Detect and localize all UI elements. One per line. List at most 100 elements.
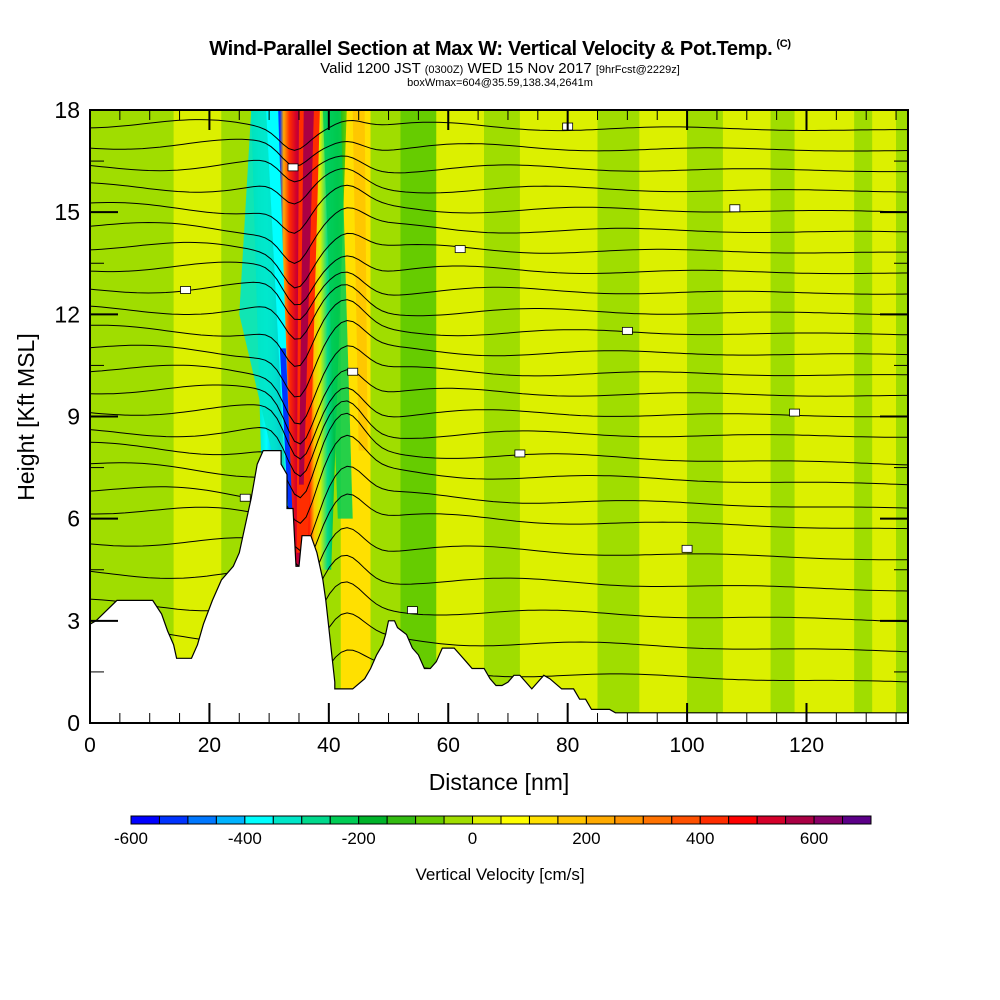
valid-date: WED 15 Nov 2017 — [467, 60, 592, 77]
plot-area — [90, 110, 908, 723]
theta-contour-line — [90, 155, 908, 183]
colorbar-segment — [842, 815, 872, 825]
colorbar-segment — [528, 815, 559, 825]
colorbar-segment — [642, 815, 673, 825]
x-axis-label: Distance [nm] — [429, 769, 570, 795]
velocity-band — [436, 110, 485, 723]
y-axis-label: Height [Kft MSL] — [13, 333, 39, 500]
theta-contour-line — [90, 345, 908, 425]
theta-contour-line — [90, 232, 908, 289]
theta-contours — [90, 119, 908, 703]
colorbar-segment — [215, 815, 246, 825]
colorbar-tick-label: 400 — [686, 829, 714, 848]
y-tick-label: 15 — [54, 199, 80, 225]
y-tick-label: 3 — [67, 608, 80, 634]
contour-label-box — [287, 163, 299, 172]
colorbar-tick-label: -600 — [114, 829, 148, 848]
colorbar-segment — [272, 815, 303, 825]
contour-label-box — [681, 544, 693, 553]
colorbar-tick-labels: -600 -400 -200 0 200 400 600 — [114, 829, 828, 848]
x-tick-label: 60 — [437, 734, 460, 757]
x-tick-label: 120 — [789, 734, 824, 757]
theta-contour-line — [90, 138, 908, 167]
chart-subtitle: Valid 1200 JST (0300Z) WED 15 Nov 2017 [… — [0, 60, 1000, 77]
colorbar-segment — [244, 815, 274, 825]
y-tick-label: 9 — [67, 404, 80, 430]
colorbar — [130, 815, 872, 825]
colorbar-segment — [785, 815, 815, 825]
y-tick-label: 0 — [67, 710, 80, 736]
colorbar-tick-label: 600 — [800, 829, 828, 848]
contour-label-box — [514, 449, 526, 458]
contour-label-box — [347, 367, 359, 376]
x-tick-label: 0 — [84, 734, 96, 757]
colorbar-tick-label: 0 — [468, 829, 477, 848]
x-tick-label: 80 — [556, 734, 579, 757]
theta-contour-line — [90, 255, 908, 306]
terrain — [90, 450, 908, 723]
colorbar-segment — [557, 815, 587, 825]
theta-contour-line — [90, 400, 908, 478]
colorbar-segment — [187, 815, 217, 825]
theta-contour-line — [90, 184, 908, 234]
colorbar-segment — [301, 815, 331, 825]
theta-contour-line — [90, 465, 908, 552]
right-crest — [352, 110, 368, 451]
colorbar-tick-label: -200 — [342, 829, 376, 848]
colorbar-segment — [813, 815, 844, 825]
velocity-band — [639, 110, 688, 723]
contour-label-box — [729, 204, 741, 213]
contour-label-box — [239, 493, 251, 502]
theta-contour-line — [90, 168, 908, 205]
copyright-mark: (C) — [776, 38, 791, 51]
theta-contour-line — [90, 207, 908, 265]
theta-contour-line — [90, 119, 908, 151]
contour-label-box — [180, 286, 191, 294]
colorbar-segment — [500, 815, 530, 825]
velocity-band — [770, 110, 795, 723]
y-tick-label: 12 — [54, 301, 80, 327]
chart-title-text: Wind-Parallel Section at Max W: Vertical… — [209, 38, 773, 60]
colorbar-tick-label: -400 — [228, 829, 262, 848]
x-tick-label: 40 — [317, 734, 340, 757]
theta-contour-line — [90, 412, 908, 499]
velocity-band — [687, 110, 723, 723]
y-tick-label: 6 — [67, 506, 80, 532]
theta-contour-line — [90, 284, 908, 340]
colorbar-segment — [415, 815, 445, 825]
valid-time: Valid 1200 JST — [320, 60, 421, 77]
colorbar-segment — [472, 815, 502, 825]
theta-contour-line — [90, 299, 908, 367]
colorbar-segment — [756, 815, 787, 825]
contour-label-box — [454, 245, 466, 254]
contour-label-box — [407, 606, 418, 615]
colorbar-tick-label: 200 — [572, 829, 600, 848]
colorbar-segment — [329, 815, 360, 825]
velocity-band — [722, 110, 771, 723]
contour-label-box — [621, 326, 633, 335]
axis-ticks — [89, 109, 908, 724]
x-tick-labels: 0 20 40 60 80 100 120 — [84, 734, 824, 757]
utc-time: (0300Z) — [424, 64, 464, 76]
colorbar-segment — [585, 815, 616, 825]
theta-contour-line — [90, 527, 908, 589]
theta-contour-line — [90, 387, 908, 460]
velocity-band — [519, 110, 598, 723]
colorbar-segment — [671, 815, 701, 825]
velocity-band — [484, 110, 520, 723]
theta-contour-line — [90, 493, 908, 569]
forecast-info: [9hrFcst@2229z] — [595, 64, 680, 76]
colorbar-segment — [699, 815, 730, 825]
chart-title: Wind-Parallel Section at Max W: Vertical… — [0, 38, 1000, 61]
colorbar-label: Vertical Velocity [cm/s] — [415, 865, 584, 884]
y-tick-labels: 0 3 6 9 12 15 18 — [54, 97, 80, 736]
theta-contour-line — [90, 369, 908, 445]
theta-contour-line — [90, 271, 908, 321]
box-wmax-info: boxWmax=604@35.59,138.34,2641m — [407, 77, 593, 89]
colorbar-segment — [158, 815, 189, 825]
colorbar-segment — [728, 815, 758, 825]
theta-contour-line — [90, 434, 908, 524]
colorbar-segment — [386, 815, 417, 825]
x-tick-label: 20 — [198, 734, 221, 757]
